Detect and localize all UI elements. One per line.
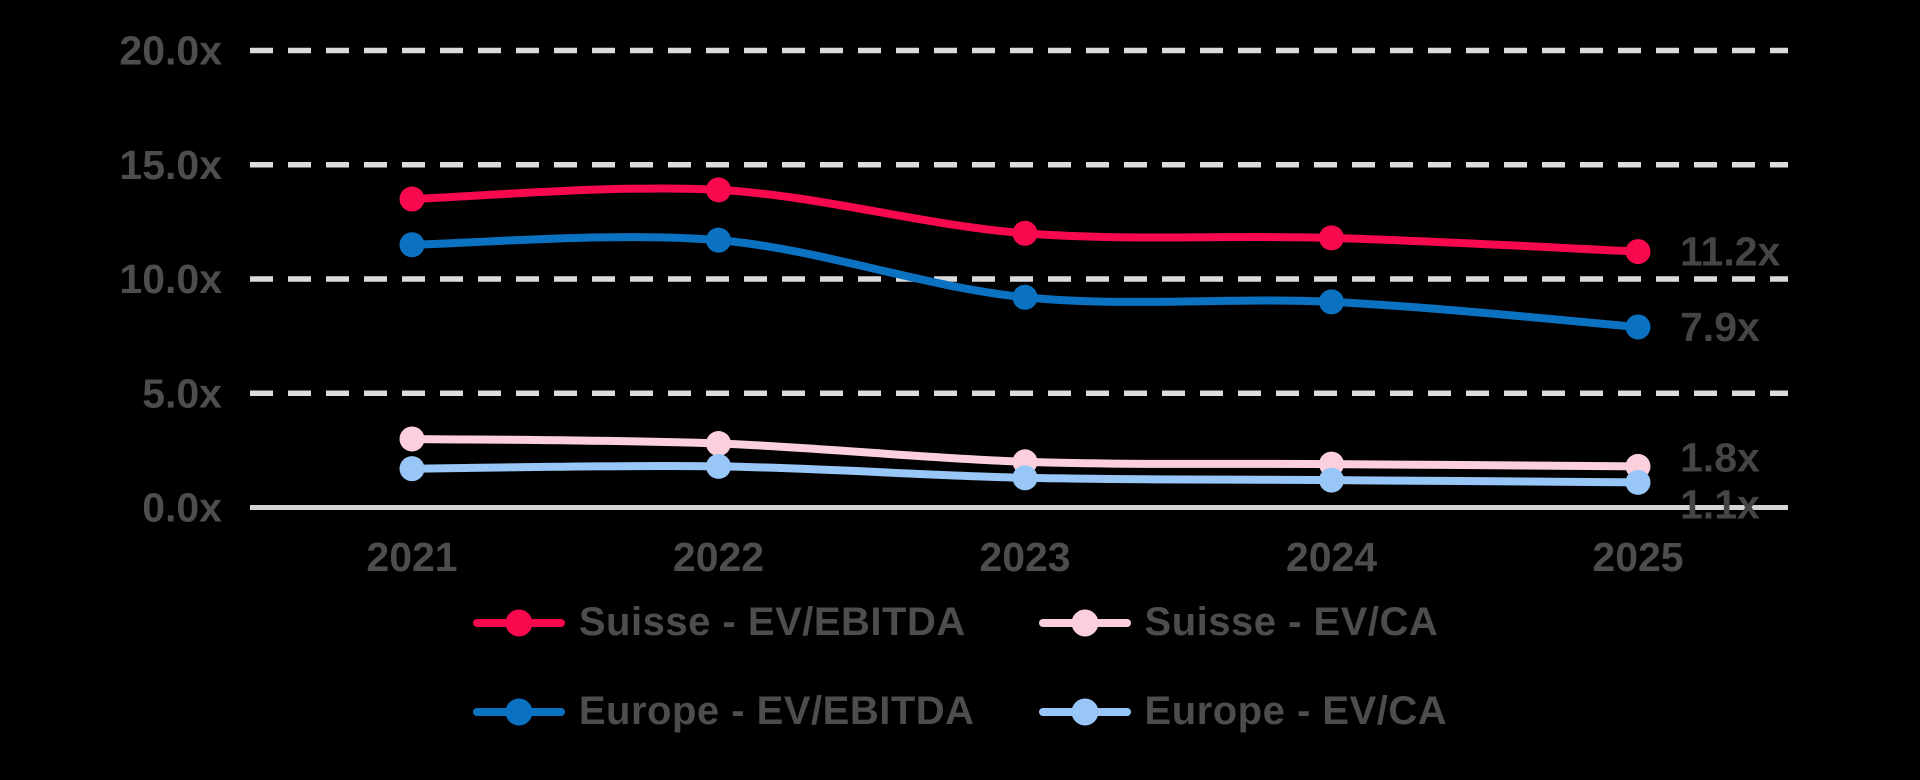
legend-item-europe-ev-ebitda: Europe - EV/EBITDA: [472, 689, 975, 734]
x-tick-label: 2025: [1592, 534, 1683, 580]
x-tick-label: 2023: [979, 534, 1070, 580]
legend-line-dot-marker: [472, 698, 565, 725]
legend-item-suisse-ev-ca: Suisse - EV/CA: [1038, 600, 1448, 645]
data-point: [706, 453, 731, 479]
x-tick-label: 2024: [1286, 534, 1377, 580]
legend-label: Suisse - EV/EBITDA: [578, 600, 966, 644]
legend-item-europe-ev-ca: Europe - EV/CA: [1038, 689, 1448, 734]
data-point: [1012, 220, 1038, 246]
legend-dot-icon: [505, 698, 533, 725]
series-end-label: 1.1x: [1680, 481, 1760, 527]
data-point: [1012, 465, 1038, 491]
y-tick-label: 5.0x: [142, 370, 222, 416]
legend-line-dot-marker: [1038, 609, 1131, 636]
data-point: [399, 232, 425, 258]
legend-line-dot-marker: [472, 609, 565, 636]
data-point: [1625, 239, 1651, 265]
data-point: [1319, 225, 1344, 251]
x-tick-label: 2022: [673, 534, 764, 580]
y-tick-label: 0.0x: [142, 485, 222, 531]
y-tick-label: 15.0x: [119, 142, 222, 188]
y-tick-label: 10.0x: [119, 256, 222, 302]
data-point: [706, 227, 731, 253]
data-point: [1319, 467, 1344, 493]
data-point: [1625, 314, 1651, 340]
series-end-label: 1.8x: [1680, 434, 1760, 480]
series-end-label: 7.9x: [1680, 304, 1760, 350]
data-point: [1625, 469, 1651, 495]
data-point: [399, 186, 425, 212]
data-point: [706, 431, 731, 457]
multiples-line-chart: 20.0x 15.0x 10.0x 5.0x 0.0x 2021 2022 2023 2024 2…: [119, 28, 1788, 580]
data-point: [399, 426, 425, 452]
data-point: [706, 177, 731, 203]
data-point: [1319, 289, 1344, 315]
legend-dot-icon: [505, 609, 533, 636]
x-tick-label: 2021: [366, 534, 457, 580]
legend-label: Europe - EV/EBITDA: [578, 689, 975, 733]
chart-legend: Suisse - EV/EBITDA Suisse - EV/CA Europe -…: [472, 600, 1448, 734]
legend-label: Suisse - EV/CA: [1144, 600, 1439, 644]
y-tick-label: 20.0x: [119, 28, 222, 74]
series-end-label: 11.2x: [1680, 229, 1781, 275]
legend-line-dot-marker: [1038, 698, 1131, 725]
data-point: [1012, 284, 1038, 310]
legend-dot-icon: [1071, 609, 1099, 636]
legend-dot-icon: [1071, 698, 1099, 725]
legend-label: Europe - EV/CA: [1144, 689, 1448, 733]
data-point: [399, 456, 425, 482]
legend-item-suisse-ev-ebitda: Suisse - EV/EBITDA: [472, 600, 975, 645]
series-line-europe-ev-ebitda: [408, 233, 1642, 331]
